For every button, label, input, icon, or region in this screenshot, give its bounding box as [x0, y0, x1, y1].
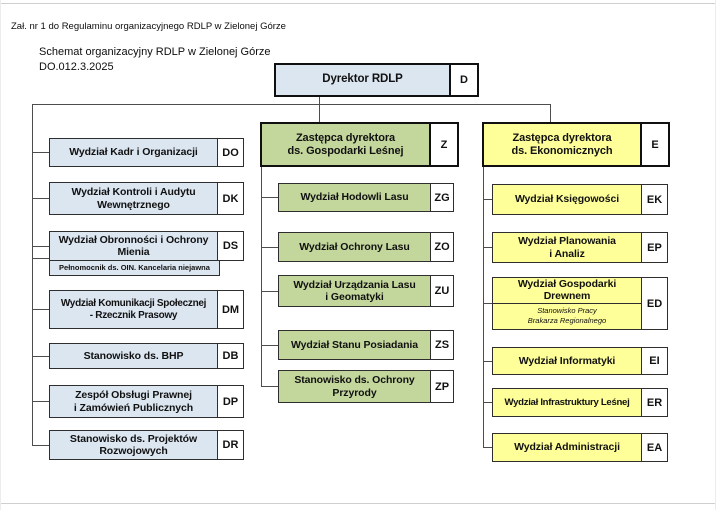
dept-box-DS: Wydział Obronności i Ochrony Mienia DS [49, 231, 244, 261]
dept-code: ZS [430, 331, 453, 359]
dept-box-ER: Wydział Infrastruktury Leśnej ER [492, 388, 668, 417]
dept-label: Wydział Infrastruktury Leśnej [504, 396, 630, 408]
dept-box-EK: Wydział Księgowości EK [492, 184, 668, 215]
dept-label: Wydział Planowania i Analiz [518, 235, 616, 260]
dept-code: DP [217, 386, 243, 417]
dept-sublabel: Pełnomocnik ds. OIN. Kancelaria niejawna [59, 263, 210, 273]
dept-box-ED: Wydział Gospodarki Drewnem Stanowisko Pr… [492, 277, 668, 330]
dept-label: Wydział Obronności i Ochrony Mienia [58, 233, 209, 258]
dept-code: DB [217, 344, 243, 368]
dept-box-ZS: Wydział Stanu Posiadania ZS [278, 330, 454, 360]
dept-box-DK: Wydział Kontroli i Audytu Wewnętrznego D… [49, 182, 244, 215]
attachment-note: Zał. nr 1 do Regulaminu organizacyjnego … [11, 21, 286, 32]
dept-code: ZG [430, 184, 453, 211]
director-code: D [449, 65, 477, 95]
page-title: Schemat organizacyjny RDLP w Zielonej Gó… [39, 46, 271, 58]
dept-box-ZU: Wydział Urządzania Lasu i Geomatyki ZU [278, 275, 454, 307]
dept-code: EA [641, 434, 667, 461]
deputy-forestry-label: Zastępca dyrektora ds. Gospodarki Leśnej [287, 131, 404, 157]
dept-box-DP: Zespół Obsługi Prawnej i Zamówień Public… [49, 385, 244, 418]
dept-box-EI: Wydział Informatyki EI [492, 347, 668, 375]
dept-label: Wydział Księgowości [514, 193, 620, 206]
dept-code: ZP [430, 371, 453, 402]
deputy-economic-label: Zastępca dyrektora ds. Ekonomicznych [511, 131, 613, 157]
dept-code: DM [217, 291, 243, 328]
dept-label: Wydział Hodowli Lasu [300, 191, 409, 204]
dept-label: Stanowisko ds. Projektów Rozwojowych [69, 432, 198, 457]
director-box: Dyrektor RDLP D [274, 63, 479, 97]
dept-code: EP [641, 233, 667, 262]
dept-label: Wydział Stanu Posiadania [291, 338, 418, 351]
page-bottom-edge [1, 503, 715, 504]
dept-code: ER [641, 389, 667, 416]
dept-code: ZU [430, 276, 453, 306]
dept-box-ZG: Wydział Hodowli Lasu ZG [278, 183, 454, 212]
dept-label: Stanowisko ds. BHP [83, 349, 184, 362]
dept-code: DK [217, 183, 243, 214]
dept-box-DB: Stanowisko ds. BHP DB [49, 343, 244, 369]
dept-label: Wydział Informatyki [518, 354, 616, 367]
dept-code: DS [217, 232, 243, 260]
dept-label: Wydział Urządzania Lasu i Geomatyki [293, 278, 416, 303]
deputy-economic-box: Zastępca dyrektora ds. Ekonomicznych E [482, 122, 670, 167]
deputy-forestry-code: Z [429, 124, 457, 165]
dept-sublabel: Stanowisko Pracy Brakarza Regionalnego [493, 302, 641, 329]
dept-label-column: Wydział Gospodarki Drewnem Stanowisko Pr… [493, 278, 641, 329]
dept-box-ZP: Stanowisko ds. Ochrony Przyrody ZP [278, 370, 454, 403]
dept-label: Wydział Kontroli i Audytu Wewnętrznego [71, 186, 196, 211]
dept-label: Wydział Administracji [514, 441, 620, 454]
dept-label: Stanowisko ds. Ochrony Przyrody [294, 374, 415, 399]
doc-number: DO.012.3.2025 [39, 61, 114, 73]
dept-box-DR: Stanowisko ds. Projektów Rozwojowych DR [49, 430, 244, 460]
dept-code: DO [217, 139, 243, 166]
dept-code: EI [641, 348, 667, 374]
dept-label: Zespół Obsługi Prawnej i Zamówień Public… [73, 389, 194, 414]
dept-box-ZO: Wydział Ochrony Lasu ZO [278, 232, 454, 262]
dept-label: Wydział Ochrony Lasu [299, 240, 410, 253]
dept-box-EA: Wydział Administracji EA [492, 433, 668, 462]
director-label: Dyrektor RDLP [322, 73, 403, 86]
dept-box-DO: Wydział Kadr i Organizacji DO [49, 138, 244, 167]
page-top-edge [1, 3, 715, 4]
dept-code: DR [217, 431, 243, 459]
dept-code: EK [641, 185, 667, 214]
dept-label: Wydział Gospodarki Drewnem [517, 278, 617, 303]
dept-label: Wydział Komunikacji Społecznej - Rzeczni… [60, 298, 207, 321]
dept-box-DM: Wydział Komunikacji Społecznej - Rzeczni… [49, 290, 244, 329]
dept-code: ZO [430, 233, 453, 261]
dept-code: ED [641, 278, 667, 329]
dept-label: Wydział Kadr i Organizacji [69, 146, 198, 159]
deputy-economic-code: E [640, 124, 668, 165]
dept-box-EP: Wydział Planowania i Analiz EP [492, 232, 668, 263]
deputy-forestry-box: Zastępca dyrektora ds. Gospodarki Leśnej… [260, 122, 459, 167]
dept-subbar-DS: Pełnomocnik ds. OIN. Kancelaria niejawna [49, 260, 220, 276]
